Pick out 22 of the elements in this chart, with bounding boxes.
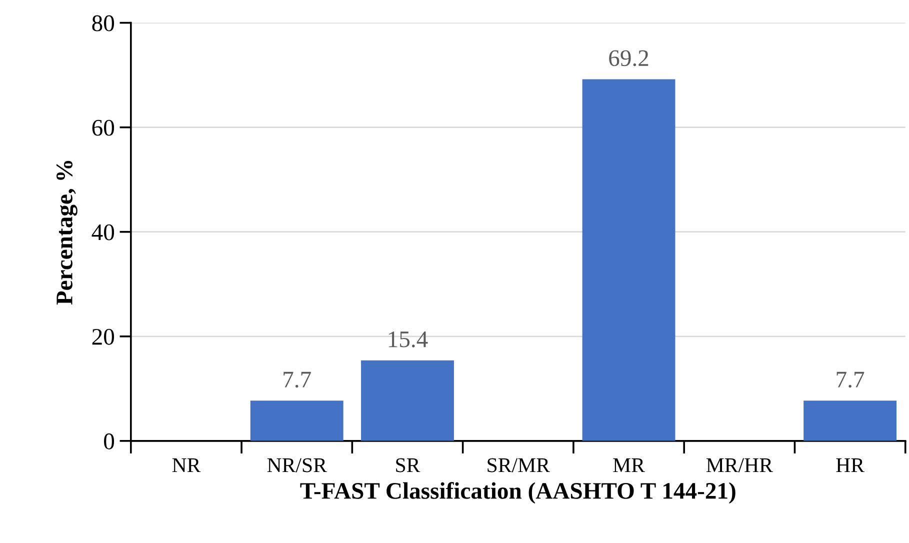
bar xyxy=(804,400,897,441)
x-tick-label: MR/HR xyxy=(706,458,773,472)
y-tick-label: 60 xyxy=(92,120,114,136)
data-label: 7.7 xyxy=(284,372,311,388)
x-tick-label: NR xyxy=(172,458,201,472)
y-tick-label: 80 xyxy=(92,15,114,32)
x-tick-label: MR xyxy=(613,458,645,472)
bar xyxy=(361,360,454,441)
y-axis-title: Percentage, % xyxy=(56,160,78,305)
x-tick-label: HR xyxy=(836,458,864,472)
bar xyxy=(582,79,676,441)
data-label: 15.4 xyxy=(388,331,428,348)
y-tick-label: 40 xyxy=(92,224,114,240)
y-tick-label: 20 xyxy=(92,328,114,345)
data-label: 69.2 xyxy=(609,50,648,66)
x-tick-label: SR/MR xyxy=(488,458,550,472)
bar xyxy=(250,400,344,441)
x-tick-label: SR xyxy=(396,458,420,472)
data-label: 7.7 xyxy=(836,372,864,388)
y-tick-label: 0 xyxy=(104,433,114,450)
x-axis-title: T-FAST Classification (AASHTO T 144-21) xyxy=(300,482,736,504)
x-tick-label: NR/SR xyxy=(267,458,327,472)
